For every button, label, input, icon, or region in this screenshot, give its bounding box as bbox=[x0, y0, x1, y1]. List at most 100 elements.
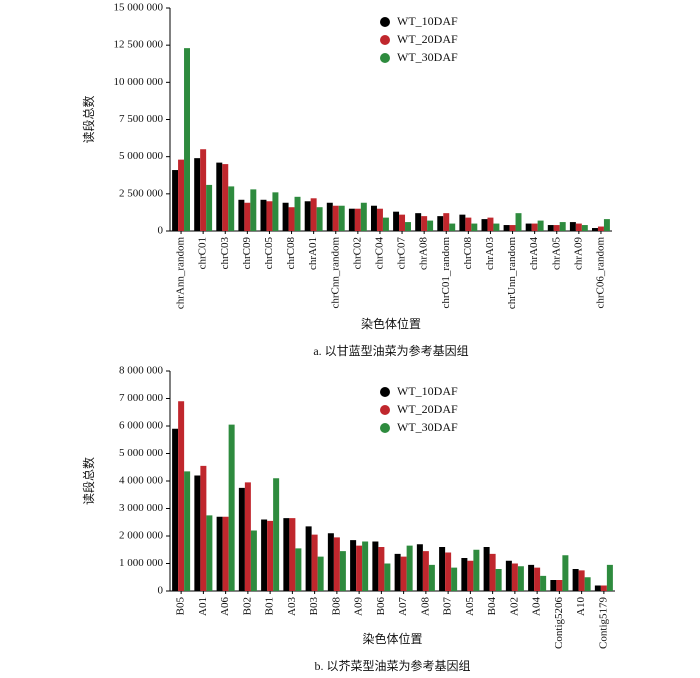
bar bbox=[200, 149, 207, 231]
bar bbox=[569, 222, 576, 231]
bar bbox=[405, 222, 412, 231]
bar bbox=[266, 201, 273, 231]
bar bbox=[495, 569, 502, 591]
bar bbox=[515, 213, 522, 231]
y-tick-label: 8 000 000 bbox=[119, 365, 164, 377]
legend-label: WT_30DAF bbox=[397, 50, 458, 64]
bar bbox=[553, 225, 560, 231]
bar bbox=[451, 567, 458, 591]
bar bbox=[559, 222, 566, 231]
bar bbox=[556, 580, 563, 591]
bar bbox=[244, 482, 251, 591]
bar bbox=[206, 184, 213, 231]
bar bbox=[216, 162, 223, 231]
x-tick-label: chrA03 bbox=[484, 237, 496, 270]
bar bbox=[288, 207, 295, 231]
bar bbox=[473, 549, 480, 591]
x-tick-label: chrA04 bbox=[528, 237, 540, 270]
bar bbox=[597, 226, 604, 231]
bar bbox=[222, 164, 229, 231]
bar bbox=[505, 560, 512, 591]
bar bbox=[228, 424, 235, 591]
bar bbox=[200, 465, 207, 591]
y-tick-label: 0 bbox=[158, 225, 164, 237]
bar bbox=[445, 552, 452, 591]
bar bbox=[572, 569, 579, 591]
legend-marker bbox=[380, 53, 390, 63]
bar bbox=[372, 541, 379, 591]
bar bbox=[339, 551, 346, 591]
y-tick-label: 7 500 000 bbox=[119, 113, 164, 125]
bar bbox=[422, 551, 429, 591]
bar bbox=[238, 199, 245, 231]
bar bbox=[439, 547, 446, 591]
x-tick-label: A01 bbox=[197, 597, 209, 616]
x-tick-label: B05 bbox=[175, 597, 187, 616]
legend-marker bbox=[380, 17, 390, 27]
bar bbox=[376, 208, 383, 231]
bar bbox=[547, 225, 554, 231]
y-tick-label: 2 000 000 bbox=[119, 530, 164, 542]
x-axis-label: 染色体位置 bbox=[361, 316, 421, 331]
x-axis-label: 染色体位置 bbox=[362, 631, 422, 646]
bar bbox=[294, 196, 301, 231]
bar bbox=[461, 558, 468, 591]
bar bbox=[427, 220, 434, 231]
x-tick-label: A06 bbox=[219, 597, 231, 616]
x-tick-label: B01 bbox=[264, 597, 276, 615]
legend-marker bbox=[380, 387, 390, 397]
bar bbox=[378, 547, 385, 591]
x-tick-label: B03 bbox=[308, 597, 320, 616]
bar bbox=[382, 217, 389, 231]
bar bbox=[399, 214, 406, 231]
x-tick-label: chrC09 bbox=[241, 237, 253, 270]
bar bbox=[578, 570, 585, 591]
legend-label: WT_20DAF bbox=[397, 32, 458, 46]
x-tick-label: chrA05 bbox=[550, 237, 562, 270]
bar bbox=[509, 225, 516, 231]
bar bbox=[326, 202, 333, 231]
bar bbox=[333, 537, 340, 591]
bar bbox=[348, 208, 355, 231]
bar bbox=[261, 519, 268, 591]
bar bbox=[517, 566, 524, 591]
bar bbox=[250, 189, 257, 231]
bar bbox=[483, 547, 490, 591]
bar bbox=[194, 158, 201, 231]
bar bbox=[338, 205, 345, 231]
bar bbox=[603, 219, 610, 231]
bar bbox=[467, 560, 474, 591]
bar bbox=[304, 201, 311, 231]
bar bbox=[562, 555, 569, 591]
x-tick-label: chrA01 bbox=[307, 237, 319, 270]
x-tick-label: A05 bbox=[464, 597, 476, 616]
bar bbox=[393, 211, 400, 231]
x-tick-label: chrC03 bbox=[219, 237, 231, 270]
legend-label: WT_20DAF bbox=[397, 402, 458, 416]
bar bbox=[273, 478, 280, 591]
bar bbox=[295, 548, 302, 591]
bar bbox=[206, 515, 213, 591]
y-tick-label: 2 500 000 bbox=[119, 187, 164, 199]
bar bbox=[591, 228, 598, 231]
x-tick-label: chrC01 bbox=[197, 237, 209, 269]
bar bbox=[354, 208, 361, 231]
y-tick-label: 15 000 000 bbox=[114, 2, 164, 14]
bar bbox=[184, 471, 191, 591]
bar bbox=[531, 223, 538, 231]
legend-label: WT_10DAF bbox=[397, 14, 458, 28]
y-tick-label: 5 000 000 bbox=[119, 150, 164, 162]
bar bbox=[437, 216, 444, 231]
x-tick-label: chrC04 bbox=[373, 237, 385, 270]
bar bbox=[428, 564, 435, 591]
bar bbox=[503, 225, 510, 231]
bar bbox=[272, 192, 279, 231]
x-tick-label: A07 bbox=[397, 597, 409, 616]
bar bbox=[421, 216, 428, 231]
legend-label: WT_10DAF bbox=[397, 384, 458, 398]
legend-label: WT_30DAF bbox=[397, 420, 458, 434]
y-tick-label: 1 000 000 bbox=[119, 557, 164, 569]
bar bbox=[575, 223, 582, 231]
y-tick-label: 4 000 000 bbox=[119, 475, 164, 487]
